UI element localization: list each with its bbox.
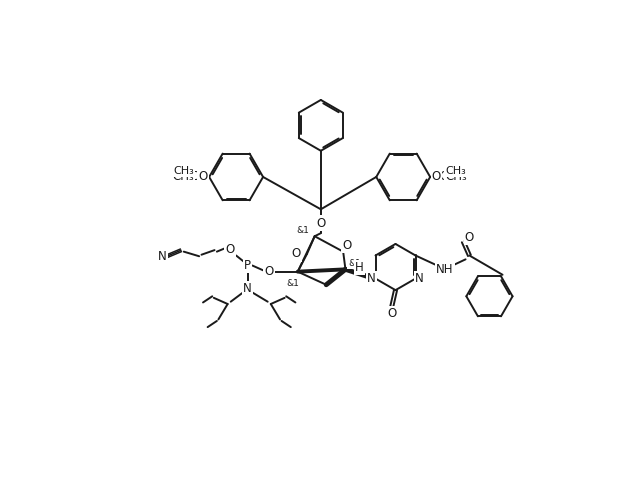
Text: CH₃: CH₃: [446, 170, 467, 183]
Text: CH₃: CH₃: [445, 166, 466, 176]
Text: O: O: [464, 230, 474, 243]
Text: &1: &1: [348, 259, 361, 268]
Text: O: O: [342, 239, 352, 252]
Text: N: N: [367, 272, 376, 285]
Text: P: P: [244, 259, 251, 272]
Text: &1: &1: [287, 279, 300, 288]
Text: O: O: [225, 243, 235, 256]
Text: N: N: [415, 272, 424, 285]
Text: NH: NH: [436, 263, 453, 276]
Text: O: O: [191, 170, 200, 183]
Text: O: O: [198, 170, 208, 183]
Text: O: O: [316, 216, 326, 229]
Text: O: O: [292, 248, 301, 261]
Text: CH₃: CH₃: [172, 170, 194, 183]
Text: N: N: [158, 250, 167, 263]
Text: O: O: [387, 307, 396, 320]
Text: O: O: [439, 170, 449, 183]
Text: CH₃: CH₃: [173, 166, 194, 176]
Text: O: O: [432, 170, 441, 183]
Text: H: H: [355, 261, 364, 274]
Text: &1: &1: [297, 226, 309, 235]
Text: N: N: [244, 282, 252, 295]
Text: O: O: [265, 265, 274, 278]
